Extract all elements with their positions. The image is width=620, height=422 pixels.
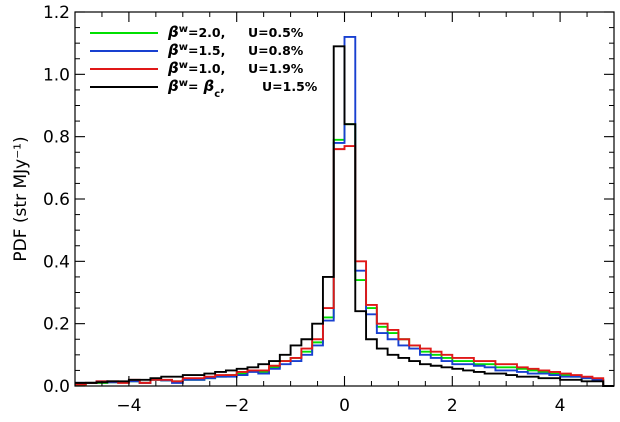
legend-u-value: U=0.8% xyxy=(248,43,304,58)
x-tick-label: 2 xyxy=(447,396,458,416)
y-tick-label: 0.8 xyxy=(43,128,70,148)
series-line-3 xyxy=(75,145,614,387)
ticks-layer xyxy=(74,11,615,387)
legend-label: βw=1.5, xyxy=(167,41,225,59)
legend-u-value: U=1.5% xyxy=(262,79,318,94)
y-tick-label: 0.0 xyxy=(43,377,70,397)
x-tick-label: 0 xyxy=(339,396,350,416)
x-tick-label: 4 xyxy=(555,396,566,416)
series-line-4 xyxy=(75,45,614,387)
y-tick-label: 0.2 xyxy=(43,315,70,335)
legend-label: βw= βc, xyxy=(167,77,225,100)
legend: βw=2.0, U=0.5% βw=1.5, U=0.8% βw=1.0, U=1.9% β… xyxy=(90,23,318,100)
legend-u-value: U=1.9% xyxy=(248,61,304,76)
legend-label: βw=1.0, xyxy=(167,59,225,77)
x-tick-label: −4 xyxy=(116,396,141,416)
x-tick-label: −2 xyxy=(224,396,249,416)
labels-layer: −4 −2 0 2 4 0.0 0.2 0.4 0.6 0.8 1.0 1.2 xyxy=(43,3,566,416)
y-axis-title: PDF (str MJy⁻¹) xyxy=(11,136,31,261)
y-tick-label: 1.0 xyxy=(43,65,70,85)
y-tick-label: 1.2 xyxy=(43,3,70,23)
legend-label: βw=2.0, xyxy=(167,23,225,41)
series-line-1 xyxy=(75,123,614,387)
series-layer xyxy=(75,35,614,387)
y-tick-label: 0.4 xyxy=(43,252,70,272)
y-tick-label: 0.6 xyxy=(43,190,70,210)
legend-u-value: U=0.5% xyxy=(248,25,304,40)
